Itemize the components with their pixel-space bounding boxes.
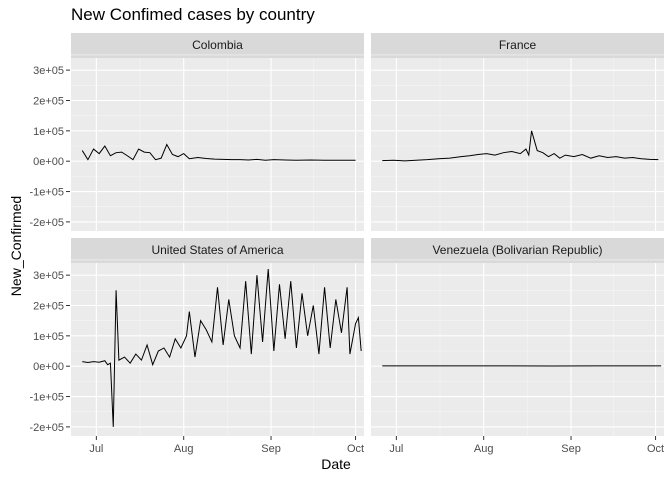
panel-background <box>371 58 664 231</box>
facet-strip-label: United States of America <box>151 243 283 257</box>
x-tick-label: Oct <box>347 443 364 455</box>
x-axis-label: Date <box>321 456 351 472</box>
facet-strip <box>371 33 664 58</box>
facet-strip-label: Colombia <box>192 38 243 52</box>
y-tick-label: -1e+05 <box>29 392 64 404</box>
panel-background <box>371 263 664 436</box>
x-tick-label: Sep <box>261 443 281 455</box>
x-tick-label: Jul <box>389 443 403 455</box>
series-line-colombia <box>81 143 356 161</box>
y-tick-label: -1e+05 <box>29 187 64 199</box>
y-tick-label: 0e+00 <box>33 156 64 168</box>
y-tick-label: -2e+05 <box>29 422 64 434</box>
x-tick-label: Aug <box>174 443 194 455</box>
facet-strip <box>371 238 664 263</box>
chart-title: New Confimed cases by country <box>71 5 315 24</box>
y-tick-label: 2e+05 <box>33 95 64 107</box>
y-tick-label: 2e+05 <box>33 300 64 312</box>
y-tick-label: 1e+05 <box>33 331 64 343</box>
y-tick-label: 1e+05 <box>33 126 64 138</box>
y-tick-label: -2e+05 <box>29 217 64 229</box>
facet-strip <box>71 238 364 263</box>
facet-strip <box>71 33 364 58</box>
series-line-france <box>382 130 659 162</box>
panel-background <box>71 58 364 231</box>
x-tick-label: Sep <box>561 443 581 455</box>
y-tick-label: 3e+05 <box>33 270 64 282</box>
x-tick-label: Oct <box>647 443 664 455</box>
series-line-united-states-of-america <box>82 269 362 427</box>
y-tick-label: 3e+05 <box>33 65 64 77</box>
x-tick-label: Aug <box>474 443 494 455</box>
facet-strip-label: France <box>499 38 537 52</box>
facet-strip-label: Venezuela (Bolivarian Republic) <box>432 243 602 257</box>
y-tick-label: 0e+00 <box>33 361 64 373</box>
x-tick-label: Jul <box>89 443 103 455</box>
y-axis-label: New_Confirmed <box>8 195 24 297</box>
